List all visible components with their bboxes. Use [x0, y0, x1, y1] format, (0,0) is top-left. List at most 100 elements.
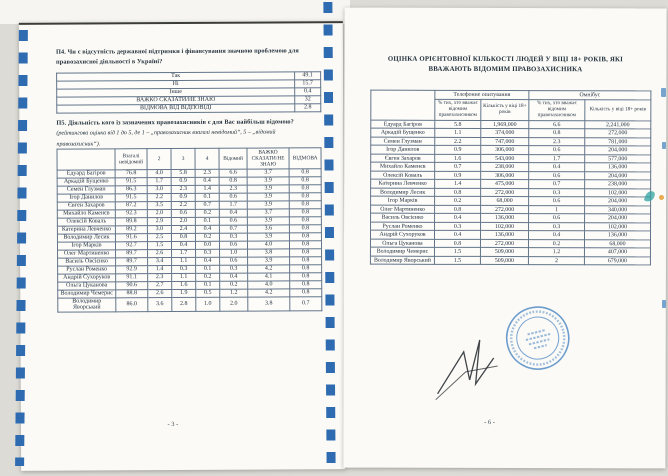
- percent-telephone: 1.4: [434, 179, 481, 189]
- count-telephone: 1,969,000: [480, 120, 529, 129]
- percent-telephone: 0.4: [434, 213, 481, 223]
- count-telephone: 68,000: [480, 196, 529, 206]
- rating-3: 1.6: [171, 281, 196, 290]
- rating-refusal: 0.8: [289, 240, 322, 250]
- rating-4: 0.0: [195, 241, 220, 250]
- count-omnibus: 136,000: [584, 163, 651, 172]
- rating-refusal: 0.8: [289, 168, 322, 178]
- rating-3: 1.9: [171, 289, 196, 298]
- rating-unknown: 86.0: [115, 297, 148, 312]
- rating-hard-to-say: 3.9: [247, 185, 290, 194]
- rating-3: 2.2: [171, 201, 196, 210]
- rating-hard-to-say: 3.9: [247, 257, 290, 266]
- rating-known: 0.4: [219, 273, 248, 282]
- count-telephone: 306,000: [480, 145, 529, 155]
- rating-2: 1.7: [147, 177, 172, 186]
- rating-refusal: 0.8: [289, 288, 322, 298]
- rating-2: 4.0: [147, 169, 172, 178]
- answer-label: ВІДМОВА ВІД ВІДПОВІДІ: [56, 103, 295, 114]
- rating-3: 0.4: [171, 241, 196, 250]
- count-omnibus: 781,000: [584, 137, 651, 147]
- sub-header-count-tel: Кількість у віці 18+ років: [480, 99, 529, 121]
- estimated-counts-table: Телефонне опитування Омнібус % тих, хто …: [369, 89, 652, 266]
- rating-unknown: 88.8: [115, 289, 148, 298]
- column-header: ВІДМОВА: [288, 147, 322, 170]
- rating-known: 0.6: [219, 217, 248, 226]
- percent-omnibus: 0.4: [528, 162, 585, 172]
- page-number: - 6 -: [484, 418, 495, 426]
- count-omnibus: 68,000: [584, 239, 651, 249]
- rating-known: 0.6: [219, 241, 248, 250]
- count-telephone: 475,000: [480, 179, 529, 189]
- table-row: Володимир Яворський 1.5 509,000 2 679,00…: [370, 256, 651, 266]
- percent-omnibus: 0.3: [528, 222, 585, 232]
- rating-hard-to-say: 3.9: [247, 217, 290, 226]
- question-p5-note: (рейтингова оцінка від 1 до 5, де 1 – „п…: [56, 129, 276, 148]
- person-name: Євген Захаров: [370, 154, 435, 163]
- percent-omnibus: 0.6: [528, 145, 585, 155]
- column-header: [56, 148, 116, 171]
- count-omnibus: 272,000: [584, 129, 651, 138]
- rating-known: 1.0: [219, 249, 248, 258]
- rating-known: 1.7: [219, 201, 248, 210]
- person-name: Андрій Сухоруков: [57, 273, 116, 283]
- count-omnibus: 102,000: [584, 222, 651, 232]
- rating-2: 2.0: [147, 209, 172, 218]
- count-omnibus: 102,000: [584, 188, 651, 198]
- rating-3: 1.7: [171, 249, 196, 258]
- rating-4: 0.2: [195, 273, 220, 282]
- person-name: Ігор Данилов: [370, 145, 435, 155]
- count-omnibus: 136,000: [584, 231, 651, 240]
- rating-2: 2.7: [147, 281, 172, 290]
- scan-mark-icon: [662, 142, 666, 149]
- rating-2: 2.6: [147, 289, 172, 298]
- percent-telephone: 0.8: [434, 239, 481, 248]
- person-name: Ольга Цуканова: [370, 239, 435, 248]
- percent-omnibus: 2.3: [528, 137, 585, 147]
- answer-value: 0.4: [294, 87, 321, 96]
- scan-mark-icon: [661, 88, 666, 97]
- rating-2: 1.5: [147, 241, 172, 250]
- rating-4: 0.1: [195, 217, 220, 226]
- teal-smudge-icon: [644, 191, 655, 202]
- underlying-sheet-edge: [0, 0, 350, 24]
- rating-4: 0.5: [195, 289, 220, 298]
- percent-omnibus: 0.3: [528, 188, 585, 198]
- answer-value: 2.8: [294, 103, 321, 112]
- rating-known: 0.2: [219, 281, 248, 290]
- rating-unknown: 92.9: [115, 265, 148, 274]
- round-stamp-icon: [505, 306, 570, 370]
- count-telephone: 747,000: [480, 137, 529, 146]
- rating-unknown: 89.7: [115, 249, 148, 258]
- report-title-line1: ОЦІНКА ОРІЄНТОВНОЇ КІЛЬКОСТІ ЛЮДЕЙ У ВІЦ…: [387, 55, 624, 64]
- count-telephone: 543,000: [480, 154, 529, 163]
- rating-hard-to-say: 4.0: [247, 281, 290, 290]
- rating-unknown: 86.3: [115, 185, 148, 194]
- rating-known: 6.6: [219, 169, 248, 178]
- count-telephone: 136,000: [480, 230, 529, 240]
- percent-telephone: 0.2: [434, 196, 481, 206]
- person-name: Василь Овсієнко: [370, 213, 435, 223]
- rating-refusal: 0.8: [289, 184, 322, 194]
- rating-3: 2.8: [171, 297, 196, 312]
- person-name: Семен Глузман: [370, 137, 435, 146]
- rating-unknown: 92.3: [115, 209, 148, 218]
- signature-icon: [435, 339, 498, 401]
- person-name: Катерина Левченко: [370, 179, 435, 189]
- rating-2: 3.6: [147, 297, 172, 312]
- percent-telephone: 1.6: [434, 154, 481, 163]
- percent-telephone: 1.5: [434, 247, 481, 257]
- person-name: Володимир Чемерис: [57, 289, 116, 299]
- column-header: 2: [146, 148, 172, 170]
- question-p4-text: П4. Чи є відсутність державної підтримки…: [55, 47, 299, 67]
- percent-telephone: 0.7: [434, 162, 481, 172]
- person-name: Руслан Роменко: [57, 265, 116, 275]
- person-name: Руслан Роменко: [370, 222, 435, 231]
- person-name: Аркадій Бущенко: [370, 128, 435, 138]
- rating-refusal: 0.8: [289, 264, 322, 274]
- rating-refusal: 0.8: [289, 176, 322, 186]
- rating-4: 2.3: [195, 169, 220, 178]
- question-p5-text: П5. Діяльність кого із зазначених правоз…: [56, 118, 294, 127]
- rating-4: 1.4: [195, 185, 220, 194]
- person-name: Василь Овсієнко: [57, 257, 116, 267]
